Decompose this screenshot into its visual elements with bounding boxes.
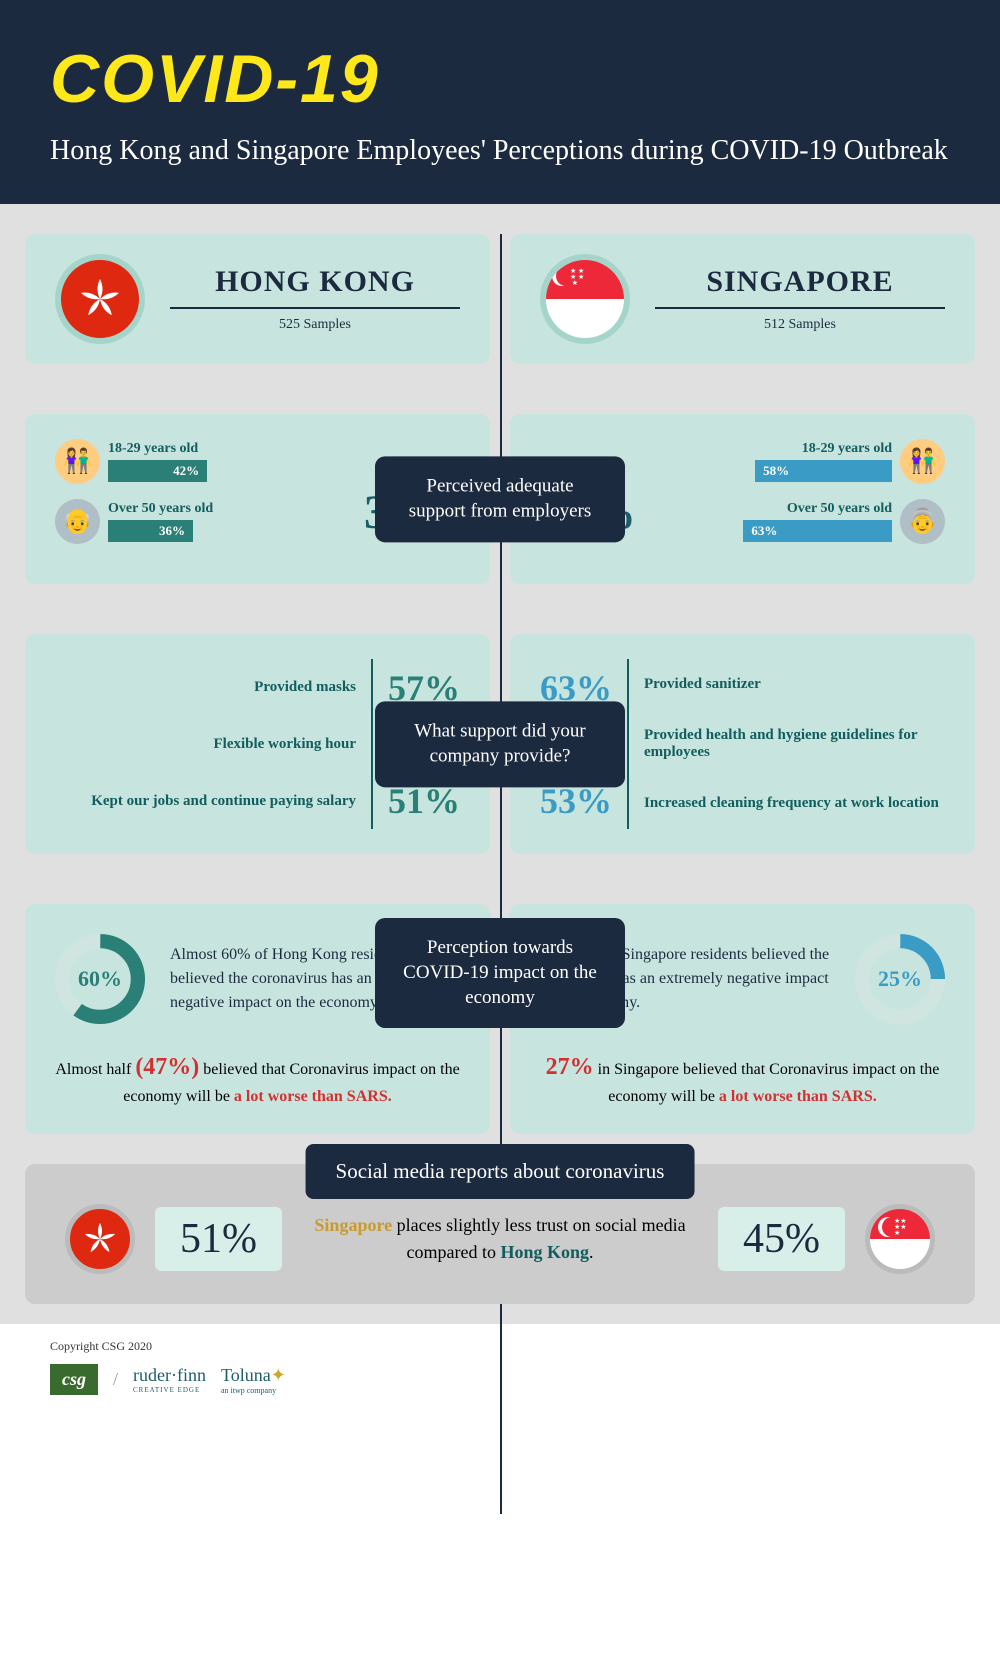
social-label: Social media reports about coronavirus bbox=[306, 1144, 695, 1199]
hk-age1-label: 18-29 years old bbox=[108, 441, 344, 457]
hk-flag-icon bbox=[55, 254, 145, 344]
header: COVID-19 Hong Kong and Singapore Employe… bbox=[0, 0, 1000, 204]
hk-name: HONG KONG bbox=[170, 265, 460, 309]
main-title: COVID-19 bbox=[50, 40, 950, 118]
sg-economy-bottom: 27% in Singapore believed that Coronavir… bbox=[535, 1049, 950, 1109]
sg-country-card: ★ ★★ ★ ★ SINGAPORE 512 Samples bbox=[510, 234, 975, 364]
subtitle: Hong Kong and Singapore Employees' Perce… bbox=[50, 133, 950, 169]
sg-age2-label: Over 50 years old bbox=[656, 501, 892, 517]
sg-age1-label: 18-29 years old bbox=[656, 441, 892, 457]
sg-social-pct: 45% bbox=[718, 1207, 845, 1271]
hk-samples: 525 Samples bbox=[170, 317, 460, 333]
main-content: HONG KONG 525 Samples ★ ★★ ★ ★ SINGAPORE… bbox=[0, 204, 1000, 1324]
hk-country-card: HONG KONG 525 Samples bbox=[25, 234, 490, 364]
elderly-people-icon: 👵 bbox=[900, 499, 945, 544]
hk-social-pct: 51% bbox=[155, 1207, 282, 1271]
sg-donut-chart: 25% bbox=[850, 929, 950, 1029]
economy-label: Perception towards COVID-19 impact on th… bbox=[375, 918, 625, 1028]
hk-age1-bar: 42% bbox=[108, 460, 207, 482]
sg-age2-bar: 63% bbox=[743, 520, 892, 542]
sg-donut-pct: 25% bbox=[878, 966, 922, 992]
sg-age1-bar: 58% bbox=[755, 460, 892, 482]
social-text: Singapore places slightly less trust on … bbox=[312, 1212, 688, 1266]
country-row: HONG KONG 525 Samples ★ ★★ ★ ★ SINGAPORE… bbox=[25, 234, 975, 364]
support-row: Perceived adequate support from employer… bbox=[25, 414, 975, 584]
young-people-icon: 👫 bbox=[900, 439, 945, 484]
sg-flag-small-icon: ★★★★★ bbox=[865, 1204, 935, 1274]
sg-flag-icon: ★ ★★ ★ ★ bbox=[540, 254, 630, 344]
hk-age2-bar: 36% bbox=[108, 520, 193, 542]
toluna-logo: Toluna✦ an itwp company bbox=[221, 1365, 286, 1395]
hk-age2-label: Over 50 years old bbox=[108, 501, 344, 517]
company-support-row: What support did your company provide? P… bbox=[25, 634, 975, 854]
company-support-label: What support did your company provide? bbox=[375, 702, 625, 787]
sg-samples: 512 Samples bbox=[655, 317, 945, 333]
sg-name: SINGAPORE bbox=[655, 265, 945, 309]
social-section: Social media reports about coronavirus 5… bbox=[25, 1164, 975, 1304]
elderly-people-icon: 👴 bbox=[55, 499, 100, 544]
hk-economy-bottom: Almost half (47%) believed that Coronavi… bbox=[50, 1049, 465, 1109]
support-label: Perceived adequate support from employer… bbox=[375, 457, 625, 542]
ruder-finn-logo: ruder·finn CREATIVE EDGE bbox=[133, 1365, 206, 1394]
csg-logo: csg bbox=[50, 1364, 98, 1395]
hk-flag-small-icon bbox=[65, 1204, 135, 1274]
hk-donut-pct: 60% bbox=[78, 966, 122, 992]
hk-donut-chart: 60% bbox=[50, 929, 150, 1029]
economy-row: Perception towards COVID-19 impact on th… bbox=[25, 904, 975, 1134]
young-people-icon: 👫 bbox=[55, 439, 100, 484]
